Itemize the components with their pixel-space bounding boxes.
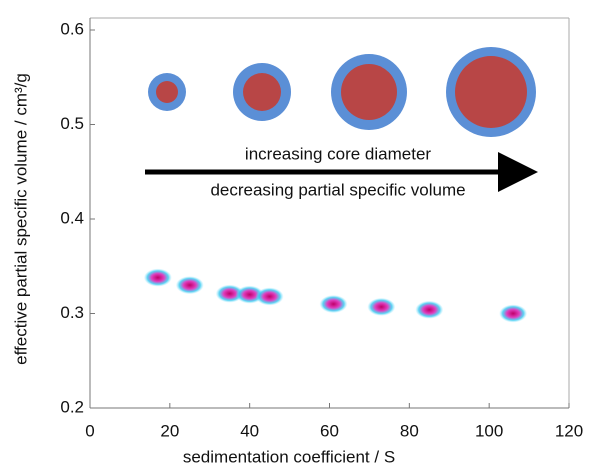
- size-icons: [148, 47, 536, 137]
- y-tick-label: 0.4: [60, 208, 84, 227]
- density-blob: [415, 300, 444, 319]
- density-blob: [215, 284, 244, 303]
- annotation: decreasing partial specific volume: [210, 180, 465, 199]
- y-tick-label: 0.5: [60, 114, 84, 133]
- annotation: increasing core diameter: [245, 144, 431, 163]
- density-blob: [319, 295, 348, 314]
- y-tick-label: 0.6: [60, 19, 84, 38]
- density-blob: [255, 287, 284, 306]
- x-tick-label: 20: [160, 421, 179, 440]
- x-tick-label: 40: [240, 421, 259, 440]
- x-tick-label: 100: [475, 421, 503, 440]
- density-blob: [143, 268, 172, 287]
- y-tick-label: 0.2: [60, 397, 84, 416]
- y-tick-label: 0.3: [60, 303, 84, 322]
- density-blob: [175, 276, 204, 295]
- x-tick-label: 120: [555, 421, 583, 440]
- density-blob: [367, 297, 396, 316]
- x-axis-label: sedimentation coefficient / S: [183, 447, 395, 466]
- density-blob: [499, 304, 528, 323]
- x-tick-label: 60: [320, 421, 339, 440]
- x-tick-label: 0: [85, 421, 94, 440]
- x-tick-label: 80: [400, 421, 419, 440]
- y-axis-label: effective partial specific volume / cm³/…: [11, 73, 30, 365]
